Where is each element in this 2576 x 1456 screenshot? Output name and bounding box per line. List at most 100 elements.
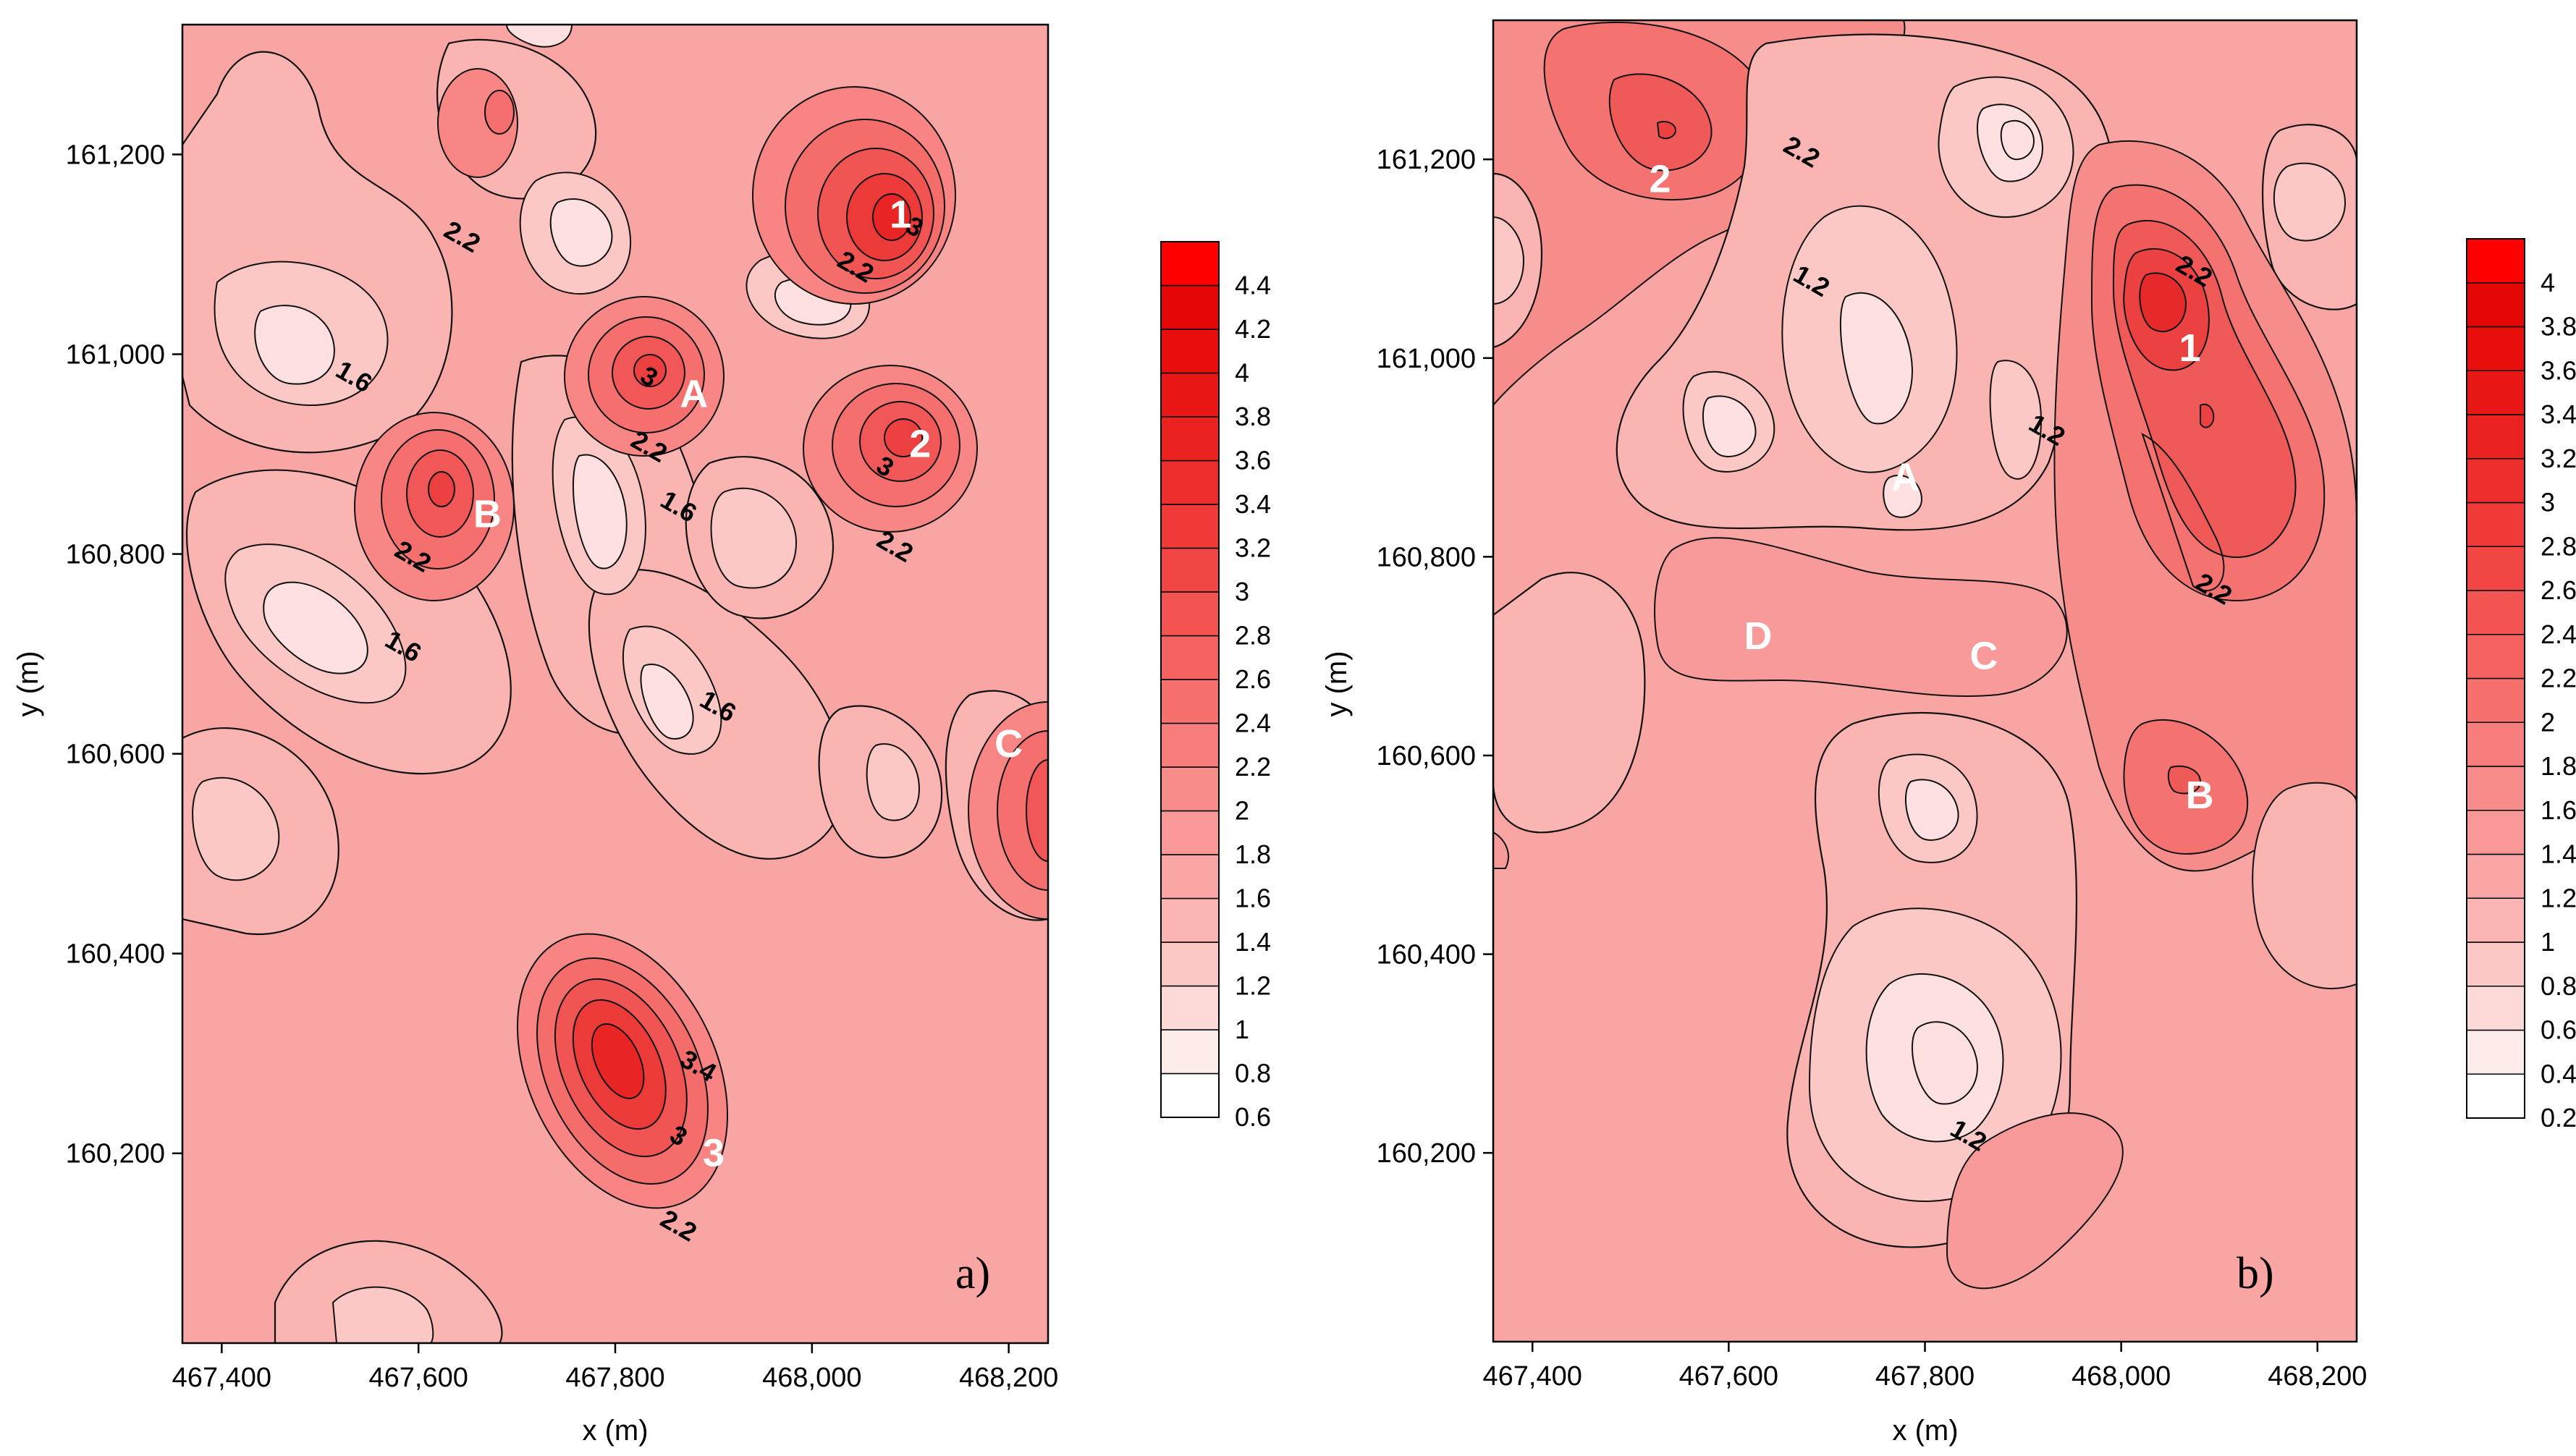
colorbar-label: 4.2 <box>1235 314 1271 344</box>
panel-a-label: a) <box>955 1249 990 1298</box>
colorbar-swatch <box>1160 635 1220 680</box>
colorbar-swatch <box>1160 416 1220 462</box>
panel-b-colorbar: 0.2 0.4 0.6 0.8 1 1.2 1.4 1.6 1.8 2 2.2 2.4 2.6 2.8 3 3… <box>2466 238 2576 1133</box>
colorbar-label: 1.2 <box>1235 971 1271 1001</box>
colorbar-label: 2.6 <box>1235 664 1271 694</box>
colorbar-label: 3.6 <box>2541 355 2576 385</box>
panel-a-plot-area <box>182 25 1048 1343</box>
anomaly-marker: 3 <box>703 1132 725 1175</box>
colorbar-label: 2.6 <box>2541 575 2576 605</box>
colorbar-swatch <box>2466 986 2525 1031</box>
x-tick-label: 467,800 <box>1875 1361 1975 1392</box>
colorbar-label: 2 <box>1235 796 1249 826</box>
colorbar-label: 1 <box>2541 927 2555 957</box>
colorbar-swatch <box>1160 460 1220 505</box>
colorbar-swatch <box>1160 591 1220 637</box>
colorbar-swatch <box>1160 504 1220 549</box>
panel-b-label: b) <box>2237 1249 2274 1298</box>
y-tick-label: 160,800 <box>1377 542 1476 572</box>
x-tick-label: 468,000 <box>2072 1361 2171 1392</box>
y-tick-label: 160,200 <box>1377 1138 1476 1169</box>
colorbar-label: 3.2 <box>1235 533 1271 563</box>
colorbar-swatch <box>2466 282 2525 328</box>
anomaly-marker: 1 <box>890 192 911 236</box>
colorbar-label: 3 <box>1235 577 1249 606</box>
colorbar-swatch <box>1160 941 1220 987</box>
colorbar-label: 4.4 <box>1235 271 1271 300</box>
panel-a-markers: 1 A 2 B C 3 <box>473 192 1023 1174</box>
anomaly-marker: C <box>1969 635 1998 678</box>
colorbar-label: 2.4 <box>1235 708 1271 738</box>
colorbar-swatch <box>1160 1029 1220 1075</box>
colorbar-swatch <box>1160 985 1220 1030</box>
colorbar-swatch <box>1160 679 1220 724</box>
panel-b-plot-area <box>1493 20 2357 1342</box>
x-tick-label: 467,600 <box>368 1363 468 1393</box>
colorbar-swatch <box>2466 238 2525 284</box>
colorbar-label: 3.2 <box>2541 444 2576 473</box>
panel-a-colorbar: 0.6 0.8 1 1.2 1.4 1.6 1.8 2 2.2 2.4 2.6 2.8 3 3.2 3.4 3… <box>1160 241 1271 1132</box>
colorbar-swatch <box>2466 810 2525 855</box>
anomaly-marker: A <box>1891 456 1920 499</box>
colorbar-label: 0.8 <box>1235 1059 1271 1088</box>
panel-b-y-axis-label: y (m) <box>1321 651 1353 716</box>
colorbar-label: 2.4 <box>2541 619 2576 649</box>
anomaly-marker: B <box>473 492 502 536</box>
colorbar-swatch <box>2466 941 2525 987</box>
colorbar-label: 4 <box>2541 268 2555 297</box>
y-tick-label: 160,600 <box>66 740 165 770</box>
colorbar-swatch <box>1160 854 1220 900</box>
panel-b-x-axis-label: x (m) <box>1892 1415 1958 1447</box>
anomaly-marker: A <box>680 373 708 416</box>
colorbar-swatch <box>2466 414 2525 460</box>
y-tick-label: 161,000 <box>1377 344 1476 374</box>
colorbar-label: 2.2 <box>2541 664 2576 693</box>
colorbar-label: 0.8 <box>2541 971 2576 1001</box>
colorbar-swatch <box>1160 372 1220 418</box>
colorbar-swatch <box>1160 722 1220 768</box>
panel-a-y-axis-label: y (m) <box>12 651 44 716</box>
colorbar-swatch <box>1160 897 1220 943</box>
colorbar-swatch <box>2466 546 2525 591</box>
colorbar-label: 3.4 <box>1235 489 1271 519</box>
colorbar-label: 1.8 <box>2541 751 2576 781</box>
colorbar-label: 2 <box>2541 707 2555 737</box>
anomaly-marker: D <box>1744 614 1773 658</box>
colorbar-label: 1.6 <box>2541 795 2576 825</box>
x-tick-label: 467,400 <box>172 1363 271 1393</box>
colorbar-label: 2.8 <box>2541 531 2576 561</box>
colorbar-swatch <box>2466 853 2525 899</box>
colorbar-swatch <box>2466 677 2525 723</box>
colorbar-label: 3 <box>2541 488 2555 517</box>
colorbar-swatch <box>1160 284 1220 330</box>
colorbar-swatch <box>2466 1029 2525 1075</box>
colorbar-swatch <box>1160 1072 1220 1118</box>
colorbar-swatch <box>2466 326 2525 371</box>
colorbar-label: 1.4 <box>2541 839 2576 869</box>
panel-b-ticks: 467,400 467,600 467,800 468,000 468,200 160,2… <box>1377 145 2368 1392</box>
x-tick-label: 467,600 <box>1679 1361 1778 1392</box>
panel-a-x-axis-label: x (m) <box>582 1415 648 1447</box>
anomaly-marker: C <box>994 722 1023 766</box>
x-tick-label: 468,000 <box>762 1363 861 1393</box>
colorbar-swatch <box>2466 634 2525 680</box>
colorbar-label: 1.8 <box>1235 839 1271 869</box>
y-tick-label: 161,200 <box>66 140 165 170</box>
colorbar-swatch <box>1160 241 1220 287</box>
x-tick-label: 467,800 <box>565 1363 664 1393</box>
x-tick-label: 467,400 <box>1483 1361 1582 1392</box>
colorbar-label: 1 <box>1235 1015 1249 1044</box>
colorbar-label: 3.6 <box>1235 446 1271 475</box>
colorbar-swatch <box>1160 810 1220 855</box>
colorbar-swatch <box>2466 721 2525 767</box>
x-tick-label: 468,200 <box>959 1363 1058 1393</box>
x-tick-label: 468,200 <box>2268 1361 2367 1392</box>
y-tick-label: 160,800 <box>66 540 165 570</box>
colorbar-label: 0.4 <box>2541 1059 2576 1088</box>
colorbar-label: 3.4 <box>2541 399 2576 429</box>
colorbar-label: 3.8 <box>2541 312 2576 342</box>
colorbar-swatch <box>2466 458 2525 504</box>
colorbar-frame <box>2466 238 2525 1119</box>
colorbar-label: 2.2 <box>1235 752 1271 782</box>
